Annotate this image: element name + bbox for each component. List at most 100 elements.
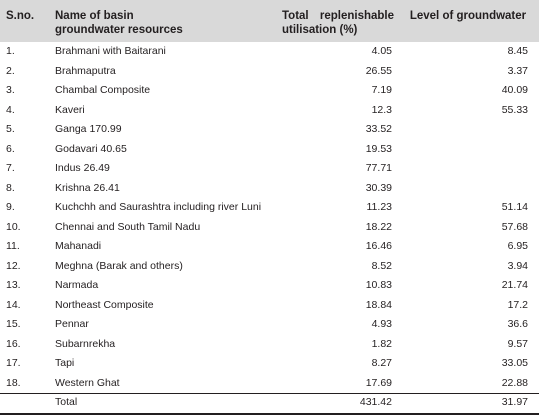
table-row: 5. Ganga 170.99 33.52 (0, 120, 539, 140)
row-level: 57.68 (501, 220, 528, 233)
header-repl-replenishable: replenishable (319, 10, 394, 22)
header-level: Level of groundwater (409, 10, 527, 22)
table-row: 2. Brahmaputra 26.55 3.37 (0, 62, 539, 82)
row-basin-name: Indus 26.49 (55, 162, 110, 174)
row-sno: 10. (6, 220, 21, 233)
table-row: 8. Krishna 26.41 30.39 (0, 179, 539, 199)
row-basin-name: Northeast Composite (55, 298, 154, 311)
row-replenishable: 1.82 (371, 337, 392, 350)
row-replenishable: 18.84 (365, 298, 392, 311)
table-row: 17. Tapi 8.27 33.05 (0, 354, 539, 374)
row-sno: 16. (6, 337, 21, 350)
row-basin-name: Kuchchh and Saurashtra including river L… (55, 201, 262, 213)
header-repl-total: Total (282, 10, 309, 22)
table-row: 14. Northeast Composite 18.84 17.2 (0, 296, 539, 316)
table-row: 18. Western Ghat 17.69 22.88 (0, 374, 539, 394)
row-basin-name: Godavari 40.65 (55, 142, 127, 155)
row-sno: 2. (6, 64, 15, 77)
row-basin-name: Ganga 170.99 (55, 123, 122, 135)
table-body: 1. Brahmani with Baitarani 4.05 8.45 2. Brahm… (0, 42, 539, 393)
row-level: 21.74 (501, 279, 528, 291)
total-row: Total 431.42 31.97 (0, 393, 539, 413)
table-row: 10. Chennai and South Tamil Nadu 18.22 57.6… (0, 218, 539, 238)
row-replenishable: 18.22 (365, 220, 392, 233)
row-level: 36.6 (507, 318, 528, 330)
row-sno: 6. (6, 142, 15, 155)
row-replenishable: 33.52 (365, 123, 392, 135)
row-level: 9.57 (507, 337, 528, 350)
header-repl-line1: Total replenishable (282, 9, 394, 23)
row-sno: 8. (6, 181, 15, 194)
total-replenishable: 431.42 (359, 396, 392, 408)
row-replenishable: 26.55 (365, 64, 392, 77)
table-row: 15. Pennar 4.93 36.6 (0, 315, 539, 335)
header-sno: S.no. (6, 10, 35, 22)
row-basin-name: Narmada (55, 279, 99, 291)
table-row: 12. Meghna (Barak and others) 8.52 3.94 (0, 257, 539, 277)
row-level: 8.45 (507, 45, 528, 57)
total-label: Total (55, 396, 78, 408)
row-sno: 9. (6, 201, 15, 213)
row-replenishable: 4.93 (371, 318, 392, 330)
row-replenishable: 77.71 (365, 162, 392, 174)
table-row: 3. Chambal Composite 7.19 40.09 (0, 81, 539, 101)
row-level: 17.2 (507, 298, 528, 311)
table-row: 1. Brahmani with Baitarani 4.05 8.45 (0, 42, 539, 62)
row-basin-name: Krishna 26.41 (55, 181, 120, 194)
header-repl-line2: utilisation (%) (282, 24, 358, 36)
table-row: 16. Subarnrekha 1.82 9.57 (0, 335, 539, 355)
row-sno: 1. (6, 45, 15, 57)
table-row: 6. Godavari 40.65 19.53 (0, 140, 539, 160)
row-replenishable: 12.3 (371, 103, 392, 116)
table-header: S.no. Name of basin groundwater resource… (0, 0, 539, 42)
table-row: 13. Narmada 10.83 21.74 (0, 276, 539, 296)
row-level: 6.95 (507, 240, 528, 252)
row-replenishable: 16.46 (365, 240, 392, 252)
row-sno: 13. (6, 279, 21, 291)
row-basin-name: Pennar (55, 318, 89, 330)
row-level: 40.09 (501, 84, 528, 96)
total-level: 31.97 (501, 396, 528, 408)
table-row: 9. Kuchchh and Saurashtra including river… (0, 198, 539, 218)
row-replenishable: 17.69 (365, 376, 392, 389)
row-sno: 7. (6, 162, 15, 174)
row-level: 22.88 (501, 376, 528, 389)
row-sno: 5. (6, 123, 15, 135)
row-sno: 14. (6, 298, 21, 311)
row-basin-name: Mahanadi (55, 240, 102, 252)
row-sno: 12. (6, 259, 21, 272)
row-replenishable: 8.27 (371, 357, 392, 369)
row-replenishable: 10.83 (365, 279, 392, 291)
header-basin: Name of basin groundwater resources (55, 9, 255, 37)
header-basin-line1: Name of basin (55, 10, 134, 22)
row-replenishable: 30.39 (365, 181, 392, 194)
row-basin-name: Brahmani with Baitarani (55, 45, 166, 57)
row-replenishable: 11.23 (366, 201, 393, 213)
row-level: 51.14 (501, 201, 528, 213)
header-replenishable: Total replenishable utilisation (%) (282, 9, 394, 37)
table-row: 7. Indus 26.49 77.71 (0, 159, 539, 179)
total-divider (0, 393, 539, 394)
row-sno: 17. (6, 357, 21, 369)
row-basin-name: Kaveri (55, 103, 85, 116)
table-row: 11. Mahanadi 16.46 6.95 (0, 237, 539, 257)
row-basin-name: Meghna (Barak and others) (55, 259, 183, 272)
row-level: 3.94 (507, 259, 528, 272)
row-replenishable: 19.53 (365, 142, 392, 155)
row-basin-name: Western Ghat (55, 376, 120, 389)
row-replenishable: 8.52 (371, 259, 392, 272)
row-level: 3.37 (507, 64, 528, 77)
bottom-rule (0, 413, 539, 415)
row-replenishable: 4.05 (371, 45, 392, 57)
row-basin-name: Tapi (55, 357, 75, 369)
row-level: 55.33 (501, 103, 528, 116)
row-sno: 18. (6, 376, 21, 389)
row-basin-name: Brahmaputra (55, 64, 116, 77)
row-sno: 4. (6, 103, 15, 116)
row-level: 33.05 (501, 357, 528, 369)
row-sno: 11. (6, 240, 20, 252)
row-basin-name: Chennai and South Tamil Nadu (55, 220, 201, 233)
row-basin-name: Subarnrekha (55, 337, 116, 350)
row-sno: 3. (6, 84, 15, 96)
